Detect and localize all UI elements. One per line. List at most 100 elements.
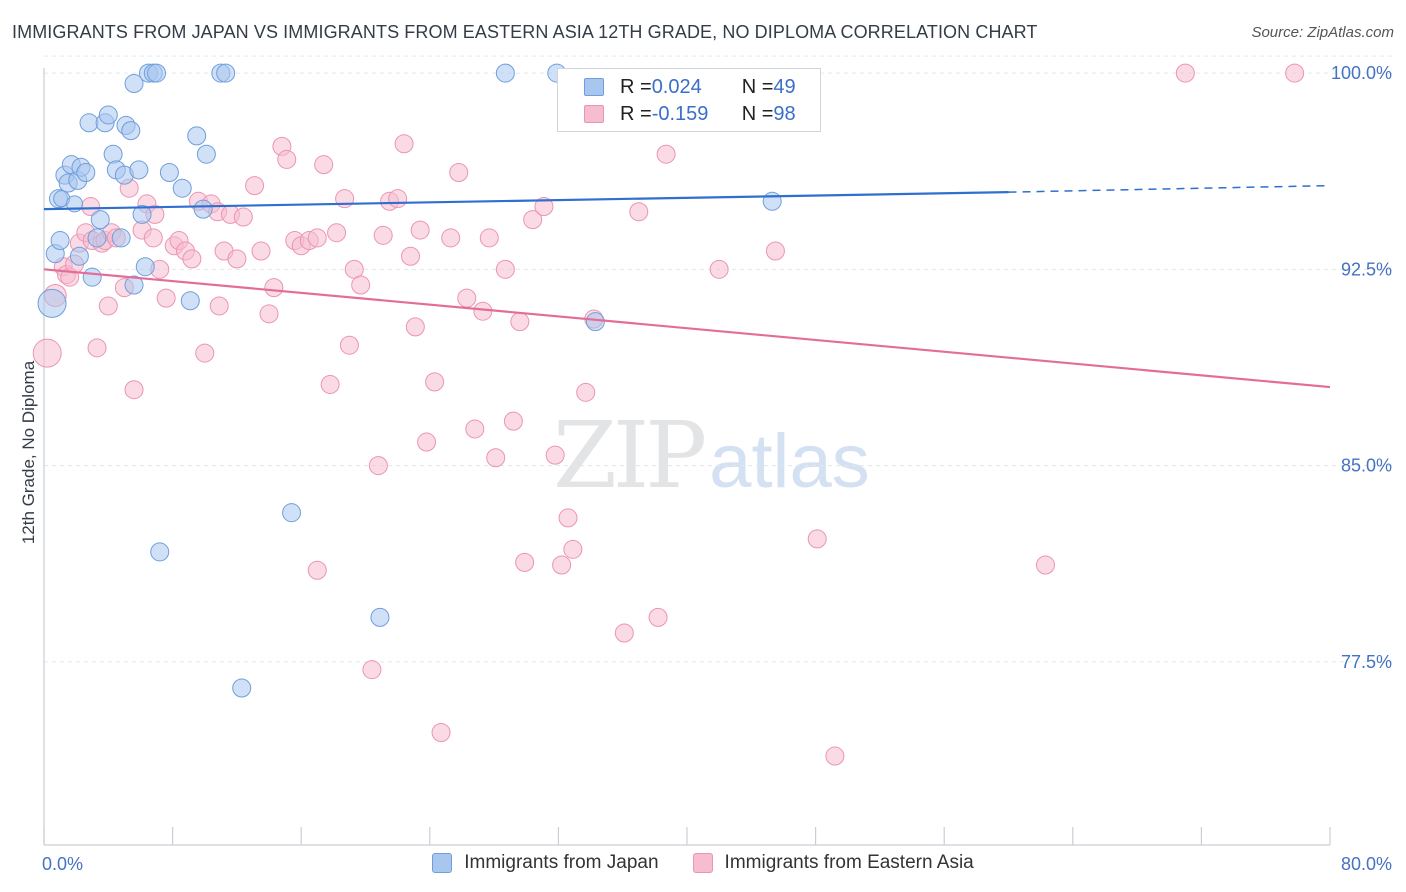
asia-point	[417, 432, 437, 452]
asia-point	[264, 278, 284, 298]
legend-n-label: N =	[741, 102, 774, 125]
legend-label-japan: Immigrants from Japan	[464, 852, 659, 873]
y-tick-label: 100.0%	[1331, 63, 1392, 83]
asia-point	[251, 241, 271, 261]
asia-point	[182, 249, 202, 269]
legend-swatch-japan	[432, 853, 453, 873]
watermark: ZIPatlas	[553, 402, 870, 509]
asia-point	[614, 623, 634, 643]
japan-point	[282, 503, 302, 523]
asia-point	[1035, 555, 1055, 575]
axes	[43, 68, 1331, 846]
asia-point	[327, 223, 347, 243]
legend-swatch-asia	[584, 105, 604, 123]
asia-point	[495, 259, 515, 279]
asia-point	[259, 304, 279, 324]
asia-point	[227, 249, 247, 269]
japan-point	[50, 231, 70, 251]
japan-point	[150, 542, 170, 562]
tick-labels: 77.5% 85.0% 92.5% 100.0% 0.0% 80.0% 12th Grade…	[19, 63, 1392, 874]
watermark-atlas: atlas	[709, 419, 870, 504]
y-tick-label: 77.5%	[1341, 652, 1392, 672]
japan-point	[495, 63, 515, 83]
asia-point	[449, 163, 469, 183]
asia-point	[339, 335, 359, 355]
asia-point	[473, 301, 493, 321]
asia-point	[486, 448, 506, 468]
legend-n-value: 98	[773, 102, 796, 125]
asia-point	[648, 607, 668, 627]
japan-point	[187, 126, 207, 146]
japan-point	[129, 160, 149, 180]
asia-point	[1175, 63, 1195, 83]
japan-point	[196, 144, 216, 164]
asia-point	[307, 560, 327, 580]
japan-point	[193, 199, 213, 219]
asia-point	[233, 207, 253, 227]
asia-point	[431, 722, 451, 742]
japan-point	[103, 144, 123, 164]
stats-legend: R = 0.024 N = 49 R = -0.159 N = 98	[557, 68, 821, 132]
japan-point	[76, 163, 96, 183]
japan-point	[762, 191, 782, 211]
japan-point	[121, 121, 141, 141]
asia-point	[314, 155, 334, 175]
legend-swatch-japan	[584, 78, 604, 96]
japan-trend-line	[43, 191, 1009, 211]
asia-point	[465, 419, 485, 439]
legend-swatch-asia	[692, 853, 713, 873]
watermark-zip: ZIP	[553, 402, 707, 509]
asia-point	[807, 529, 827, 549]
y-axis-label: 12th Grade, No Diploma	[19, 360, 38, 544]
asia-point	[552, 555, 572, 575]
asia-point	[545, 445, 565, 465]
asia-trend-line	[43, 268, 1331, 389]
asia-point	[401, 246, 421, 266]
japan-point	[172, 178, 192, 198]
japan-point	[87, 228, 107, 248]
legend-row-japan: R = 0.024 N = 49	[558, 73, 796, 101]
asia-point	[320, 374, 340, 394]
x-tick-label: 80.0%	[1341, 854, 1392, 874]
asia-point	[709, 259, 729, 279]
asia-point	[534, 197, 554, 217]
grid-lines	[44, 55, 1392, 663]
asia-point	[124, 380, 144, 400]
asia-point	[576, 382, 596, 402]
asia-point	[245, 176, 265, 196]
japan-point	[135, 257, 155, 277]
japan-point	[82, 267, 102, 287]
japan-point	[132, 204, 152, 224]
legend-label-asia: Immigrants from Eastern Asia	[724, 852, 974, 873]
asia-point	[1285, 63, 1305, 83]
data-points	[32, 63, 1305, 766]
trend-lines	[43, 184, 1331, 389]
japan-point	[98, 105, 118, 125]
asia-point	[368, 456, 388, 476]
asia-point	[629, 202, 649, 222]
japan-point	[585, 312, 605, 332]
legend-item-asia[interactable]: Immigrants from Eastern Asia	[692, 852, 974, 874]
x-tick-label: 0.0%	[42, 854, 83, 874]
asia-point	[457, 288, 477, 308]
legend-item-japan[interactable]: Immigrants from Japan	[432, 852, 659, 874]
legend-n-value: 49	[773, 75, 796, 98]
asia-point	[503, 411, 523, 431]
asia-point	[87, 338, 107, 358]
japan-point	[232, 678, 252, 698]
y-tick-label: 92.5%	[1341, 259, 1392, 279]
chart-title: IMMIGRANTS FROM JAPAN VS IMMIGRANTS FROM…	[12, 22, 1038, 42]
japan-point	[124, 74, 144, 94]
asia-point	[394, 134, 414, 154]
asia-point	[405, 317, 425, 337]
legend-r-value: 0.024	[651, 75, 702, 98]
asia-point	[656, 144, 676, 164]
asia-point	[515, 552, 535, 572]
asia-point	[277, 149, 297, 169]
asia-point	[510, 312, 530, 332]
asia-point	[563, 539, 583, 559]
legend-r-value: -0.159	[651, 102, 709, 125]
asia-point	[410, 220, 430, 240]
source-label: Source: ZipAtlas.com	[1251, 24, 1394, 41]
